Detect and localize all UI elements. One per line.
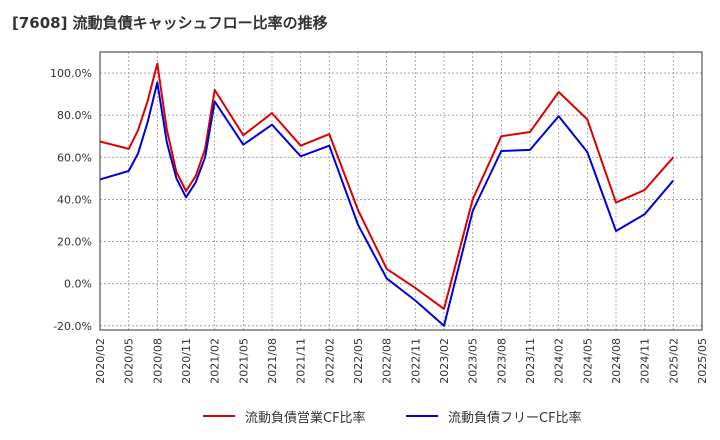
y-tick-label: 80.0%: [57, 109, 92, 122]
legend: 流動負債営業CF比率 流動負債フリーCF比率: [0, 404, 720, 428]
y-tick-label: 100.0%: [50, 67, 92, 80]
x-tick-label: 2020/05: [123, 338, 136, 384]
x-tick-label: 2022/08: [381, 338, 394, 384]
series-line-operating-cf: [99, 62, 675, 310]
y-tick-label: 40.0%: [57, 193, 92, 206]
series-line-free-cf: [99, 81, 675, 327]
x-tick-label: 2021/05: [237, 338, 250, 384]
x-tick-label: 2025/02: [667, 338, 680, 384]
x-tick-label: 2023/05: [467, 338, 480, 384]
y-tick-label: -20.0%: [53, 320, 92, 333]
y-tick-label: 60.0%: [57, 151, 92, 164]
x-tick-label: 2021/08: [266, 338, 279, 384]
legend-swatch-red: [203, 415, 235, 417]
x-tick-label: 2022/05: [352, 338, 365, 384]
x-tick-label: 2020/11: [180, 338, 193, 384]
grid-lines: [99, 52, 703, 330]
x-tick-label: 2020/02: [94, 338, 107, 384]
x-tick-label: 2023/02: [438, 338, 451, 384]
legend-label-operating-cf: 流動負債営業CF比率: [245, 410, 366, 426]
x-tick-label: 2025/05: [696, 338, 709, 384]
x-axis-ticks: 2020/02 2020/05 2020/08 2020/11 2021/02 2021/…: [94, 338, 709, 384]
chart-title: [7608] 流動負債キャッシュフロー比率の推移: [12, 14, 328, 32]
x-tick-label: 2020/08: [151, 338, 164, 384]
y-tick-label: 20.0%: [57, 236, 92, 249]
x-tick-label: 2024/11: [639, 338, 652, 384]
legend-item-free-cf: 流動負債フリーCF比率: [406, 404, 582, 428]
x-tick-label: 2023/11: [524, 338, 537, 384]
x-tick-label: 2024/08: [610, 338, 623, 384]
x-tick-label: 2024/05: [581, 338, 594, 384]
x-tick-label: 2021/11: [295, 338, 308, 384]
plot-frame: [99, 51, 703, 331]
y-axis-ticks: -20.0% 0.0% 20.0% 40.0% 60.0% 80.0% 100.0%: [50, 67, 92, 333]
legend-item-operating-cf: 流動負債営業CF比率: [203, 404, 366, 428]
y-tick-label: 0.0%: [64, 278, 92, 291]
x-tick-label: 2022/11: [409, 338, 422, 384]
legend-swatch-blue: [406, 415, 438, 417]
series-lines: [99, 62, 675, 327]
x-tick-label: 2022/02: [323, 338, 336, 384]
line-chart: -20.0% 0.0% 20.0% 40.0% 60.0% 80.0% 100.0% 202…: [50, 51, 709, 384]
legend-label-free-cf: 流動負債フリーCF比率: [448, 410, 582, 426]
x-tick-label: 2021/02: [209, 338, 222, 384]
x-tick-label: 2023/08: [495, 338, 508, 384]
x-tick-label: 2024/02: [553, 338, 566, 384]
